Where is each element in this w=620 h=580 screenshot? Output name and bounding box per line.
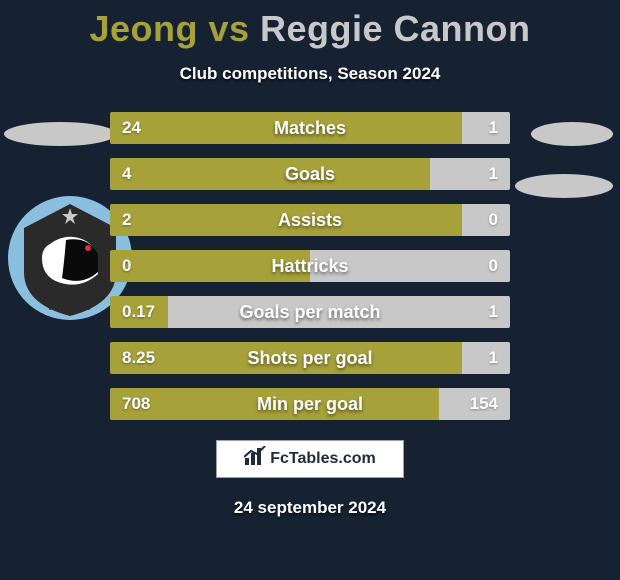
stat-value-left: 4	[110, 158, 430, 190]
stat-value-left: 24	[110, 112, 462, 144]
stat-bar: 00Hattricks	[110, 250, 510, 282]
stat-value-right: 1	[168, 296, 510, 328]
stat-bar: 8.251Shots per goal	[110, 342, 510, 374]
stat-value-left: 708	[110, 388, 439, 420]
brand-box: FcTables.com	[216, 440, 404, 478]
stat-value-right: 0	[462, 204, 510, 236]
stat-value-left: 0	[110, 250, 310, 282]
player2-marker2-icon	[515, 174, 613, 198]
date-text: 24 september 2024	[0, 498, 620, 518]
page-title: Jeong vs Reggie Cannon	[0, 0, 620, 50]
player2-marker-icon	[531, 122, 613, 146]
stat-value-right: 1	[430, 158, 510, 190]
stat-value-right: 0	[310, 250, 510, 282]
stat-bar: 20Assists	[110, 204, 510, 236]
brand-chart-icon	[244, 446, 266, 472]
stat-value-left: 0.17	[110, 296, 168, 328]
brand-text: FcTables.com	[270, 450, 376, 468]
stat-value-left: 2	[110, 204, 462, 236]
stat-bar: 241Matches	[110, 112, 510, 144]
vs-text: vs	[198, 8, 260, 49]
stat-value-left: 8.25	[110, 342, 462, 374]
player2-name: Reggie Cannon	[260, 8, 531, 49]
svg-text:MNUFC: MNUFC	[48, 299, 92, 313]
stat-bar: 0.171Goals per match	[110, 296, 510, 328]
stat-value-right: 154	[439, 388, 510, 420]
stat-bar: 708154Min per goal	[110, 388, 510, 420]
stat-bars: 241Matches 41Goals 20Assists 00Hattricks 0.1…	[110, 112, 510, 434]
player1-name: Jeong	[89, 8, 198, 49]
subtitle: Club competitions, Season 2024	[0, 64, 620, 84]
stat-value-right: 1	[462, 112, 510, 144]
player1-marker-icon	[4, 122, 116, 146]
stat-value-right: 1	[462, 342, 510, 374]
stat-bar: 41Goals	[110, 158, 510, 190]
